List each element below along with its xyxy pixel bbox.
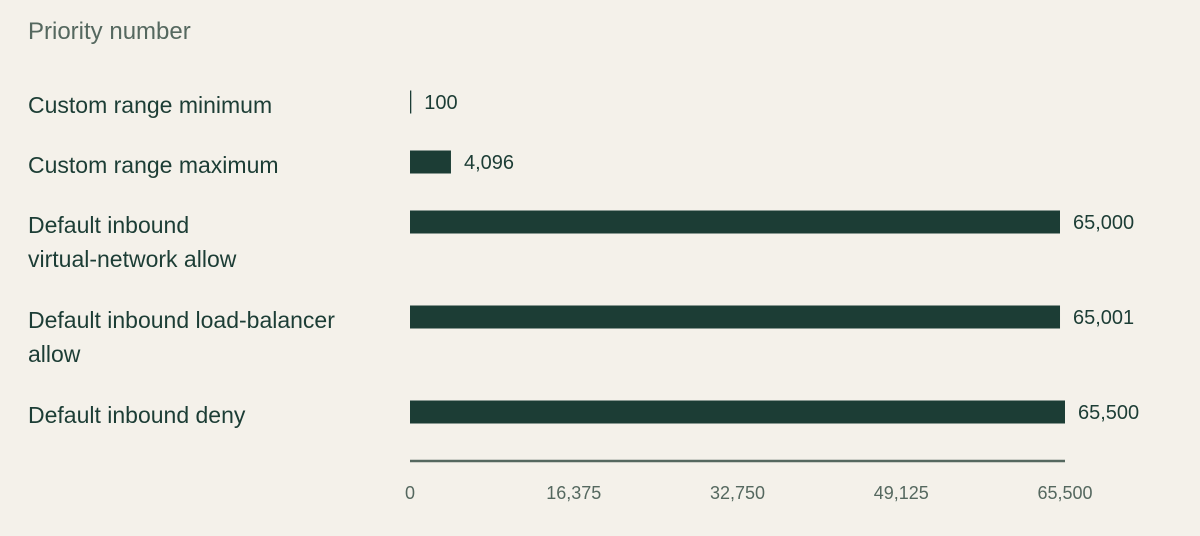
bar: [410, 90, 412, 114]
category-label: Custom range maximum: [28, 152, 279, 178]
value-label: 100: [424, 92, 457, 114]
bar: [410, 210, 1060, 234]
value-label: 65,000: [1073, 212, 1134, 234]
category-label: Custom range minimum: [28, 92, 272, 118]
x-tick-label: 65,500: [1037, 483, 1092, 503]
axis-title: Priority number: [28, 18, 191, 45]
x-tick-label: 0: [405, 483, 415, 503]
category-label: Default inbound virtual-network allow: [28, 212, 237, 272]
bar: [410, 305, 1061, 329]
x-tick-label: 32,750: [710, 483, 765, 503]
value-label: 65,001: [1073, 307, 1134, 329]
bar: [410, 150, 451, 174]
value-label: 65,500: [1078, 402, 1139, 424]
bar: [410, 400, 1065, 424]
category-label: Default inbound deny: [28, 402, 246, 428]
x-tick-label: 16,375: [546, 483, 601, 503]
x-tick-label: 49,125: [874, 483, 929, 503]
value-label: 4,096: [464, 152, 514, 174]
category-label: Default inbound load-balancer allow: [28, 307, 335, 367]
